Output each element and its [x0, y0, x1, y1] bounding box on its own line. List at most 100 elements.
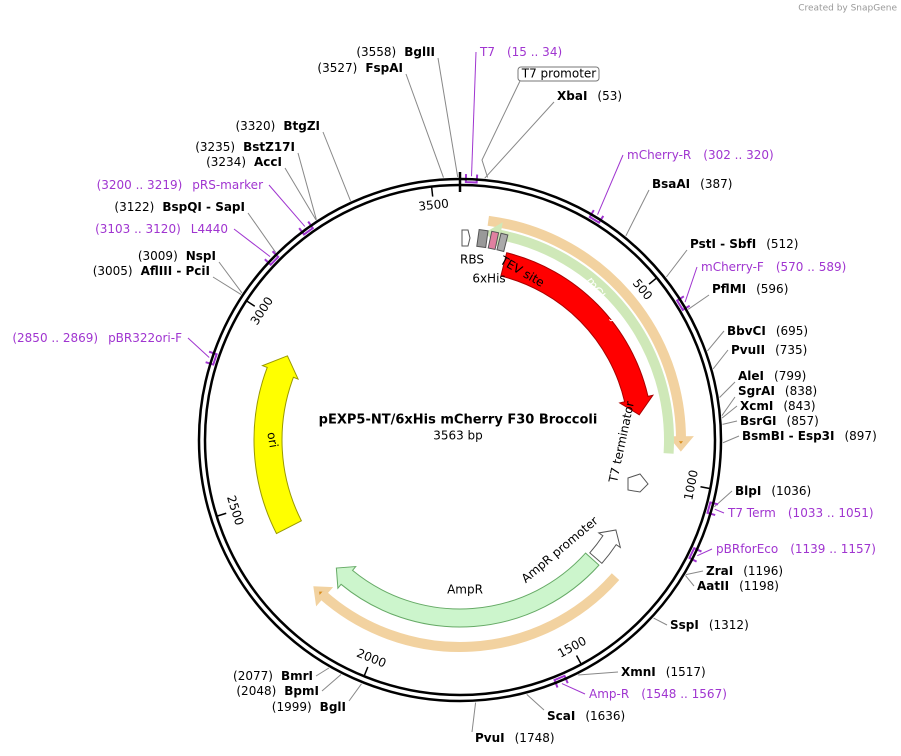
feature-arrow — [335, 552, 600, 628]
site-position: (3558) — [356, 45, 396, 59]
site-position: (596) — [756, 282, 788, 296]
scale-tick — [216, 512, 227, 517]
scale-label: 2000 — [355, 646, 389, 670]
primer-name: L4440 — [191, 222, 228, 236]
site-label: SgrAI (838) — [738, 384, 817, 398]
primer-label: mCherry-R (302 .. 320) — [627, 148, 774, 162]
feature-label: AmpR — [447, 583, 483, 597]
feature-arrow — [500, 252, 655, 416]
primer-range: (15 .. 34) — [507, 45, 562, 59]
feature-arrow — [253, 355, 303, 535]
site-label: (3558) BglII — [356, 45, 435, 59]
leader-line — [707, 330, 725, 352]
site-position: (2048) — [236, 684, 276, 698]
primer-range: (1033 .. 1051) — [788, 506, 874, 520]
site-name: BtgZI — [283, 119, 320, 133]
scale-label: 1000 — [681, 469, 701, 502]
site-label: PvuII (735) — [731, 343, 807, 357]
leader-line — [697, 548, 713, 557]
site-label: (3122) BspQI - SapI — [114, 200, 245, 214]
feature-label: 6xHis — [472, 272, 505, 286]
site-name: BglI — [320, 700, 346, 714]
site-name: XmnI — [621, 665, 656, 679]
primer-label: T7 (15 .. 34) — [479, 45, 562, 59]
site-position: (1198) — [739, 579, 779, 593]
scale-label: 3500 — [418, 196, 450, 213]
site-name: NspI — [186, 249, 216, 263]
site-position: (3235) — [195, 140, 235, 154]
scale-tick — [430, 186, 434, 197]
leader-line — [405, 73, 444, 178]
site-name: PvuI — [475, 731, 505, 745]
leader-line — [687, 294, 710, 310]
leader-line — [625, 189, 650, 237]
leader-line — [218, 261, 243, 294]
site-position: (387) — [700, 177, 732, 191]
leader-line — [315, 667, 330, 677]
site-position: (838) — [785, 384, 817, 398]
scale-tick — [245, 300, 256, 307]
feature-label: T7 promoter — [521, 67, 597, 81]
site-position: (1312) — [709, 618, 749, 632]
primer-range: (3200 .. 3219) — [97, 178, 183, 192]
leader-line — [721, 396, 736, 416]
feature-box — [517, 66, 600, 82]
site-name: BspQI - SapI — [162, 200, 245, 214]
site-position: (3122) — [114, 200, 154, 214]
primer-name: mCherry-F — [701, 260, 764, 274]
site-label: XmnI (1517) — [621, 665, 706, 679]
site-position: (3005) — [93, 264, 133, 278]
site-name: SgrAI — [738, 384, 775, 398]
ring-inner — [203, 183, 717, 697]
site-name: AatII — [697, 579, 729, 593]
site-label: PstI - SbfI (512) — [690, 237, 798, 251]
leader-line — [471, 702, 477, 733]
site-name: BglII — [404, 45, 435, 59]
primer-name: T7 — [479, 45, 495, 59]
primer-label: Amp-R (1548 .. 1567) — [589, 687, 727, 701]
map-title: pEXP5-NT/6xHis mCherry F30 Broccoli — [319, 413, 598, 428]
site-label: BsaAI (387) — [652, 177, 732, 191]
feature-label: RBS — [460, 253, 484, 267]
backbone — [197, 177, 723, 703]
scale-label: 3000 — [248, 294, 276, 327]
site-name: AccI — [254, 155, 282, 169]
leader-line — [578, 671, 619, 676]
scale-tick — [700, 486, 711, 490]
primer-name: pRS-marker — [192, 178, 263, 192]
feature-arrow — [487, 215, 694, 452]
site-position: (695) — [776, 324, 808, 338]
primer-label: mCherry-F (570 .. 589) — [701, 260, 846, 274]
leader-line — [212, 276, 242, 295]
site-position: (1517) — [666, 665, 706, 679]
site-position: (3009) — [138, 249, 178, 263]
site-label: ZraI (1196) — [706, 564, 783, 578]
ring-outer — [197, 177, 723, 703]
scale-tick — [363, 666, 369, 677]
primer-label: (3103 .. 3120) L4440 — [95, 222, 228, 236]
site-label: XcmI (843) — [740, 399, 816, 413]
site-label: BlpI (1036) — [735, 484, 811, 498]
site-label: XbaI (53) — [557, 89, 622, 103]
leader-line — [348, 683, 362, 702]
site-label: (3527) FspAI — [317, 61, 403, 75]
leader-line — [561, 683, 586, 695]
leader-line — [233, 228, 271, 258]
feature-label: ori — [264, 431, 280, 449]
site-label: AatII (1198) — [697, 579, 779, 593]
terminator-shape — [627, 473, 649, 493]
primer-range: (1548 .. 1567) — [641, 687, 727, 701]
site-label: SspI (1312) — [670, 618, 749, 632]
leader-line — [437, 57, 459, 178]
site-position: (1999) — [272, 700, 312, 714]
site-name: XbaI — [557, 89, 587, 103]
primer-label: pBRforEco (1139 .. 1157) — [716, 542, 876, 556]
site-position: (897) — [844, 429, 876, 443]
primer-name: Amp-R — [589, 687, 629, 701]
leader-line — [471, 51, 477, 177]
site-position: (1748) — [515, 731, 555, 745]
site-name: BpmI — [284, 684, 319, 698]
site-name: BbvCI — [727, 324, 766, 338]
watermark: Created by SnapGene — [798, 4, 897, 14]
site-name: PstI - SbfI — [690, 237, 756, 251]
